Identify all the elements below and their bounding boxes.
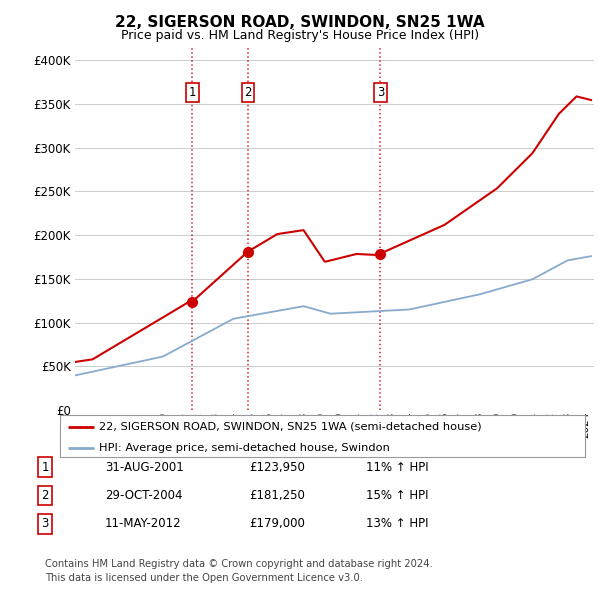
Text: 11% ↑ HPI: 11% ↑ HPI — [366, 461, 428, 474]
Text: 2: 2 — [41, 489, 49, 502]
Text: 31-AUG-2001: 31-AUG-2001 — [105, 461, 184, 474]
Text: 15% ↑ HPI: 15% ↑ HPI — [366, 489, 428, 502]
Text: £181,250: £181,250 — [249, 489, 305, 502]
Text: £123,950: £123,950 — [249, 461, 305, 474]
Text: 29-OCT-2004: 29-OCT-2004 — [105, 489, 182, 502]
Text: 3: 3 — [41, 517, 49, 530]
Text: Contains HM Land Registry data © Crown copyright and database right 2024.
This d: Contains HM Land Registry data © Crown c… — [45, 559, 433, 582]
Text: 11-MAY-2012: 11-MAY-2012 — [105, 517, 182, 530]
Text: Price paid vs. HM Land Registry's House Price Index (HPI): Price paid vs. HM Land Registry's House … — [121, 29, 479, 42]
Text: 1: 1 — [41, 461, 49, 474]
Text: 1: 1 — [188, 86, 196, 99]
Text: 22, SIGERSON ROAD, SWINDON, SN25 1WA (semi-detached house): 22, SIGERSON ROAD, SWINDON, SN25 1WA (se… — [100, 422, 482, 432]
Text: 3: 3 — [377, 86, 384, 99]
Text: HPI: Average price, semi-detached house, Swindon: HPI: Average price, semi-detached house,… — [100, 443, 390, 453]
Text: 2: 2 — [244, 86, 251, 99]
Text: 22, SIGERSON ROAD, SWINDON, SN25 1WA: 22, SIGERSON ROAD, SWINDON, SN25 1WA — [115, 15, 485, 30]
Text: 13% ↑ HPI: 13% ↑ HPI — [366, 517, 428, 530]
Text: £179,000: £179,000 — [249, 517, 305, 530]
